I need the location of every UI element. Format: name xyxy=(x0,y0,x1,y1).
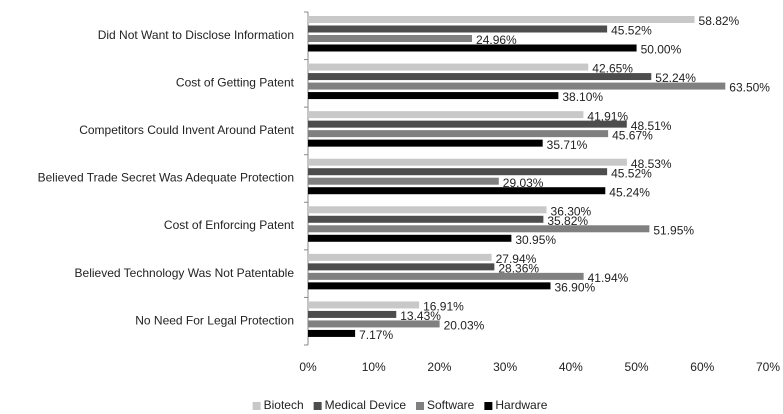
x-tick-label: 20% xyxy=(427,360,451,374)
x-tick-label: 0% xyxy=(299,360,317,374)
bar xyxy=(308,92,559,100)
bar xyxy=(308,139,543,147)
value-label: 36.90% xyxy=(554,281,595,295)
legend-swatch xyxy=(416,402,425,410)
bar xyxy=(308,329,356,337)
value-label: 28.36% xyxy=(498,262,539,276)
value-label: 7.17% xyxy=(359,328,393,342)
value-label: 36.30% xyxy=(551,204,592,218)
category-label: No Need For Legal Protection xyxy=(135,313,294,327)
bar xyxy=(308,63,589,71)
legend-swatch xyxy=(313,402,322,410)
bar xyxy=(308,310,397,318)
value-label: 58.82% xyxy=(699,14,740,28)
category-label: Cost of Getting Patent xyxy=(176,76,295,90)
x-tick-label: 60% xyxy=(690,360,714,374)
value-label: 35.82% xyxy=(547,214,588,228)
legend-swatch xyxy=(484,402,493,410)
value-label: 52.24% xyxy=(655,71,696,85)
value-label: 45.67% xyxy=(612,128,653,142)
value-label: 41.94% xyxy=(588,271,629,285)
bar xyxy=(308,111,584,119)
legend-label: Software xyxy=(427,398,475,412)
value-label: 30.95% xyxy=(515,233,556,247)
x-tick-label: 70% xyxy=(756,360,780,374)
bar xyxy=(308,177,499,185)
value-label: 38.10% xyxy=(562,90,603,104)
value-label: 29.03% xyxy=(503,176,544,190)
bar xyxy=(308,215,544,223)
x-tick-label: 50% xyxy=(625,360,649,374)
bar xyxy=(308,130,609,138)
legend-label: Biotech xyxy=(264,398,304,412)
category-label: Believed Trade Secret Was Adequate Prote… xyxy=(38,171,294,185)
bar xyxy=(308,73,652,81)
value-label: 42.65% xyxy=(592,62,633,76)
value-label: 63.50% xyxy=(729,81,770,95)
value-label: 20.03% xyxy=(444,319,485,333)
bar xyxy=(308,16,695,23)
x-tick-label: 40% xyxy=(559,360,583,374)
value-label: 48.53% xyxy=(631,157,672,171)
value-label: 24.96% xyxy=(476,33,517,47)
bar xyxy=(308,158,627,166)
category-label: Did Not Want to Disclose Information xyxy=(98,28,294,42)
x-tick-label: 30% xyxy=(493,360,517,374)
bar xyxy=(308,25,608,33)
value-label: 51.95% xyxy=(653,223,694,237)
bar xyxy=(308,282,551,290)
bar xyxy=(308,253,492,261)
value-label: 13.43% xyxy=(400,309,441,323)
value-label: 35.71% xyxy=(547,138,588,152)
bar xyxy=(308,120,627,128)
value-label: 16.91% xyxy=(423,300,464,314)
bar xyxy=(308,320,440,328)
value-label: 45.24% xyxy=(609,185,650,199)
category-label: Believed Technology Was Not Patentable xyxy=(75,266,295,280)
bar xyxy=(308,206,547,214)
category-label: Cost of Enforcing Patent xyxy=(164,218,295,232)
bar xyxy=(308,272,584,280)
bar xyxy=(308,234,512,242)
bar xyxy=(308,301,420,309)
value-label: 45.52% xyxy=(611,166,652,180)
legend-label: Medical Device xyxy=(325,398,407,412)
bar xyxy=(308,82,726,90)
value-label: 41.91% xyxy=(587,109,628,123)
category-label: Competitors Could Invent Around Patent xyxy=(79,123,294,137)
bar xyxy=(308,263,495,271)
value-label: 50.00% xyxy=(641,43,682,57)
value-label: 27.94% xyxy=(496,252,537,266)
value-label: 45.52% xyxy=(611,24,652,38)
value-label: 48.51% xyxy=(631,119,672,133)
bar xyxy=(308,168,608,176)
bar xyxy=(308,44,637,52)
bar xyxy=(308,35,473,42)
x-tick-label: 10% xyxy=(362,360,386,374)
bar xyxy=(308,225,650,233)
bar xyxy=(308,187,606,195)
legend-label: Hardware xyxy=(495,398,547,412)
legend-swatch xyxy=(252,402,261,410)
